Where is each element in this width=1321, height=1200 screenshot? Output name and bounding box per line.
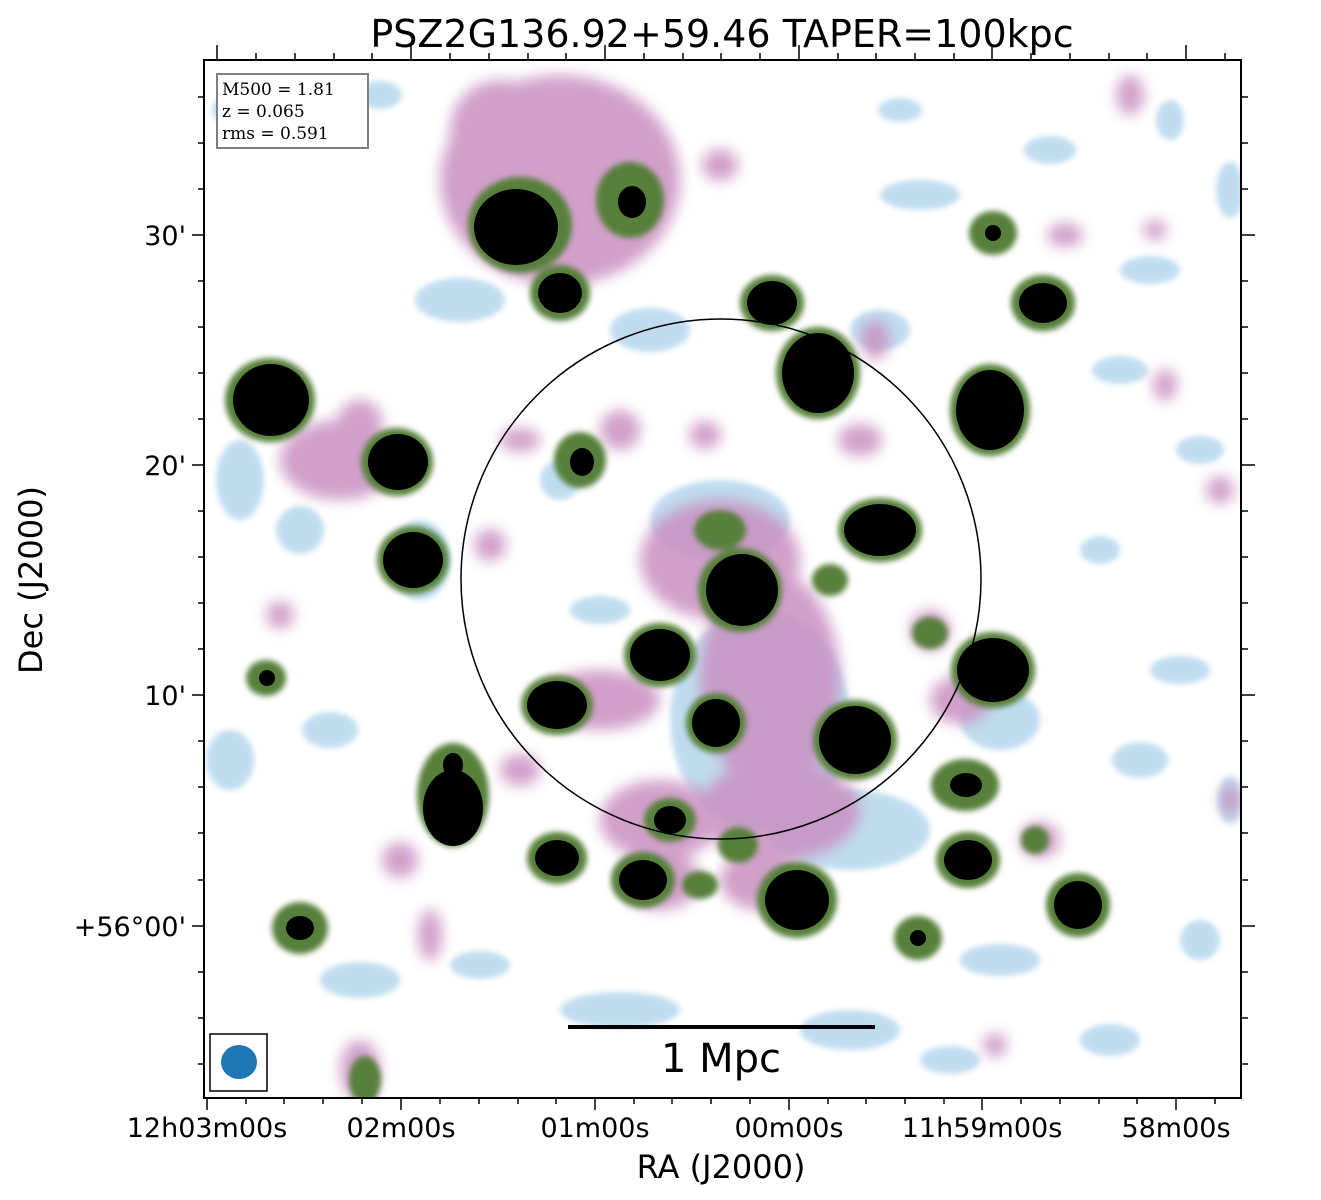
x-tick-label: 11h59m00s — [902, 1113, 1063, 1144]
r500-circle — [460, 318, 982, 840]
y-tick-label: 10' — [144, 681, 186, 712]
beam-indicator — [209, 1033, 268, 1092]
source-cores — [233, 186, 1102, 946]
radio-emission-map — [204, 60, 1241, 1098]
x-tick-label: 58m00s — [1121, 1113, 1230, 1144]
beam-ellipse — [221, 1045, 257, 1079]
info-rms: rms = 0.591 — [222, 124, 329, 144]
x-tick-label: 12h03m00s — [127, 1113, 288, 1144]
y-tick-label: 30' — [144, 221, 186, 252]
x-tick-label: 00m00s — [734, 1113, 843, 1144]
info-redshift: z = 0.065 — [222, 102, 305, 122]
figure-title: PSZ2G136.92+59.46 TAPER=100kpc — [370, 12, 1073, 56]
y-tick-label: 20' — [144, 451, 186, 482]
y-tick-label: +56°00' — [74, 912, 186, 943]
x-tick-label: 01m00s — [540, 1113, 649, 1144]
x-axis-label: RA (J2000) — [637, 1148, 806, 1186]
info-box: M500 = 1.81 z = 0.065 rms = 0.591 — [216, 73, 369, 149]
axis-ticks — [192, 45, 1255, 1110]
x-tick-label: 02m00s — [346, 1113, 455, 1144]
plot-frame — [203, 59, 1242, 1099]
y-axis-label: Dec (J2000) — [12, 486, 50, 674]
scale-bar-label: 1 Mpc — [661, 1036, 781, 1082]
info-mass: M500 = 1.81 — [222, 80, 335, 100]
